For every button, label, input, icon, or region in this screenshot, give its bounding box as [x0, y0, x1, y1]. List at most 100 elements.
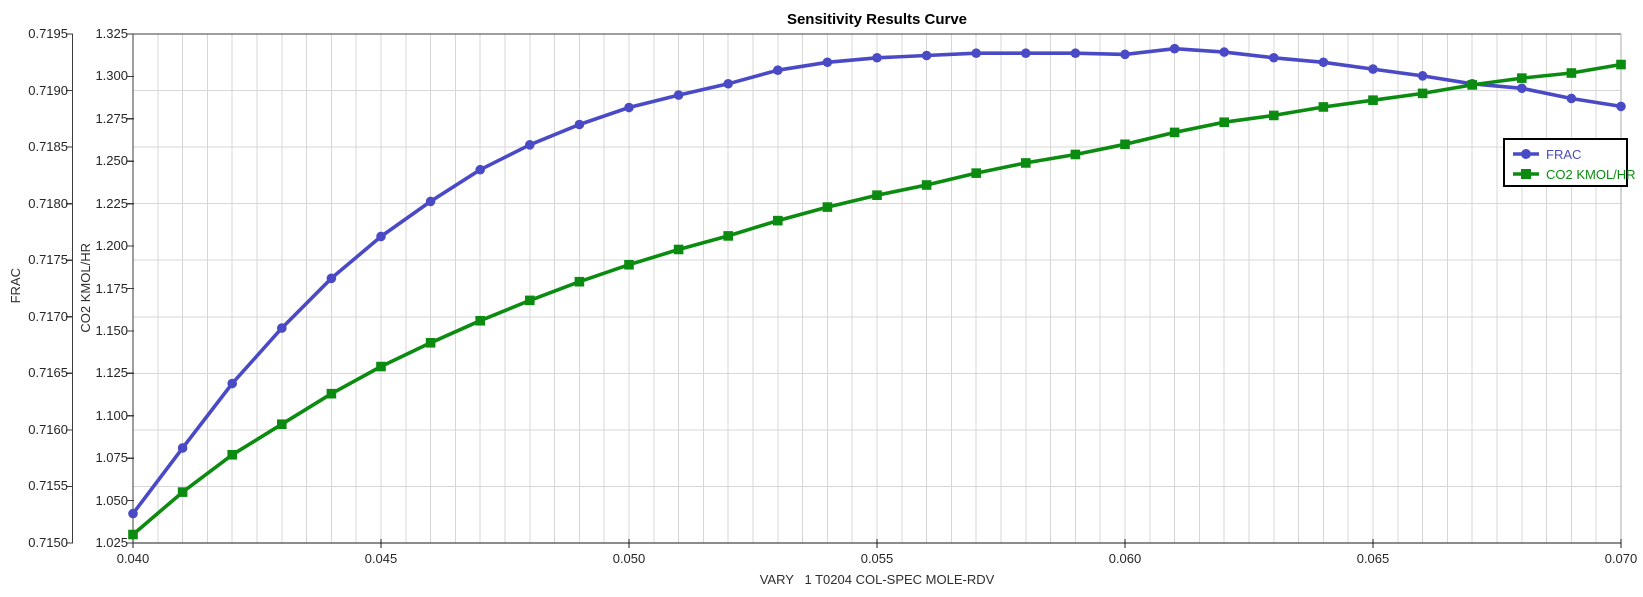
co2-point-marker — [425, 337, 436, 348]
co2-point-marker — [1318, 102, 1329, 112]
co2-tick-label: 1.300 — [95, 68, 128, 84]
co2-tick-label: 1.325 — [95, 26, 128, 41]
frac-point-marker — [376, 231, 386, 242]
frac-tick-label: 0.7180 — [28, 195, 68, 211]
frac-point-marker — [1070, 48, 1081, 59]
x-tick-label: 0.060 — [1108, 551, 1142, 566]
co2-point-marker — [773, 215, 783, 226]
frac-tick-label: 0.7190 — [28, 82, 68, 98]
co2-point-marker — [723, 231, 733, 241]
legend-label-frac: FRAC — [1546, 146, 1582, 162]
legend-item-frac: FRAC — [1512, 144, 1626, 164]
frac-point-marker — [177, 443, 188, 453]
frac-point-marker — [277, 323, 287, 333]
co2-point-marker — [1467, 80, 1477, 90]
frac-tick-label: 0.7170 — [28, 308, 68, 324]
co2-point-marker — [525, 295, 535, 306]
co2-point-marker — [574, 276, 585, 287]
co2-tick-label: 1.100 — [95, 407, 128, 423]
x-tick-label: 0.055 — [860, 551, 894, 566]
co2-tick-label: 1.075 — [95, 450, 128, 466]
frac-tick-label: 0.7150 — [28, 535, 68, 550]
x-tick-label: 0.040 — [116, 551, 150, 566]
frac-point-marker — [723, 78, 733, 89]
x-tick-label: 0.045 — [364, 551, 398, 566]
co2-tick-label: 1.275 — [95, 110, 128, 126]
frac-point-marker — [227, 378, 237, 389]
frac-point-marker — [673, 90, 684, 100]
co2-point-marker — [1070, 149, 1081, 160]
series-line-frac — [131, 46, 1623, 516]
frac-point-marker — [773, 65, 783, 75]
co2-point-marker — [227, 449, 237, 460]
series-line-co2 — [131, 62, 1623, 537]
frac-point-marker — [1120, 49, 1130, 60]
co2-point-marker — [1169, 127, 1180, 138]
frac-point-marker — [1517, 83, 1527, 94]
co2-tick-label: 1.125 — [95, 365, 128, 381]
frac-point-marker — [1318, 57, 1329, 68]
frac-point-marker — [822, 57, 833, 68]
frac-point-marker — [1219, 47, 1229, 57]
frac-legend-marker-icon — [1513, 149, 1539, 159]
co2-point-marker — [1417, 88, 1428, 99]
co2-point-marker — [673, 244, 684, 255]
frac-tick-label: 0.7155 — [28, 478, 68, 494]
frac-point-marker — [1169, 43, 1180, 54]
co2-point-marker — [326, 388, 337, 399]
co2-tick-label: 1.225 — [95, 195, 128, 211]
frac-point-marker — [525, 140, 535, 150]
frac-axis-title: FRAC — [8, 268, 23, 304]
co2-point-marker — [128, 529, 138, 540]
co2-point-marker — [1616, 59, 1626, 70]
frac-point-marker — [1616, 101, 1626, 112]
frac-point-marker — [1021, 48, 1031, 59]
frac-tick-label: 0.7185 — [28, 139, 68, 155]
frac-point-marker — [128, 508, 138, 519]
frac-point-marker — [574, 119, 585, 130]
co2-point-marker — [872, 190, 882, 200]
co2-tick-label: 1.175 — [95, 280, 128, 296]
frac-point-marker — [872, 52, 882, 63]
frac-tick-label: 0.7175 — [28, 252, 68, 268]
frac-point-marker — [921, 50, 932, 61]
co2-point-marker — [822, 202, 833, 212]
co2-point-marker — [1566, 68, 1577, 78]
co2-tick-label: 1.200 — [95, 238, 128, 254]
co2-point-marker — [475, 315, 485, 326]
frac-tick-label: 0.7165 — [28, 365, 68, 381]
chart-title: Sensitivity Results Curve — [786, 11, 968, 28]
co2-point-marker — [971, 168, 981, 178]
frac-point-marker — [1566, 93, 1577, 104]
co2-point-marker — [1517, 73, 1527, 83]
co2-tick-label: 1.250 — [95, 153, 128, 169]
co2-point-marker — [624, 259, 634, 270]
co2-point-marker — [1368, 95, 1378, 105]
frac-point-marker — [326, 273, 337, 284]
co2-point-marker — [1269, 110, 1279, 121]
co2-point-marker — [1120, 139, 1130, 150]
frac-point-marker — [971, 48, 981, 59]
legend-label-co2: CO2 KMOL/HR — [1546, 166, 1636, 182]
frac-point-marker — [1467, 78, 1477, 89]
frac-point-marker — [475, 164, 486, 175]
co2-tick-label: 1.025 — [95, 535, 128, 550]
frac-tick-label: 0.7160 — [28, 421, 68, 437]
frac-point-marker — [1368, 64, 1378, 74]
co2-tick-label: 1.050 — [95, 492, 128, 508]
co2-point-marker — [1219, 117, 1229, 128]
legend: FRAC CO2 KMOL/HR — [1503, 138, 1636, 187]
x-tick-label: 0.065 — [1356, 551, 1390, 566]
co2-point-marker — [921, 180, 932, 190]
legend-item-co2: CO2 KMOL/HR — [1512, 164, 1636, 184]
co2-tick-label: 1.150 — [95, 322, 128, 338]
frac-point-marker — [425, 196, 436, 207]
co2-point-marker — [277, 419, 287, 430]
frac-point-marker — [1417, 71, 1428, 81]
frac-point-marker — [624, 102, 634, 113]
frac-point-marker — [1269, 52, 1279, 63]
co2-legend-marker-icon — [1513, 169, 1539, 179]
x-tick-label: 0.070 — [1604, 551, 1638, 566]
